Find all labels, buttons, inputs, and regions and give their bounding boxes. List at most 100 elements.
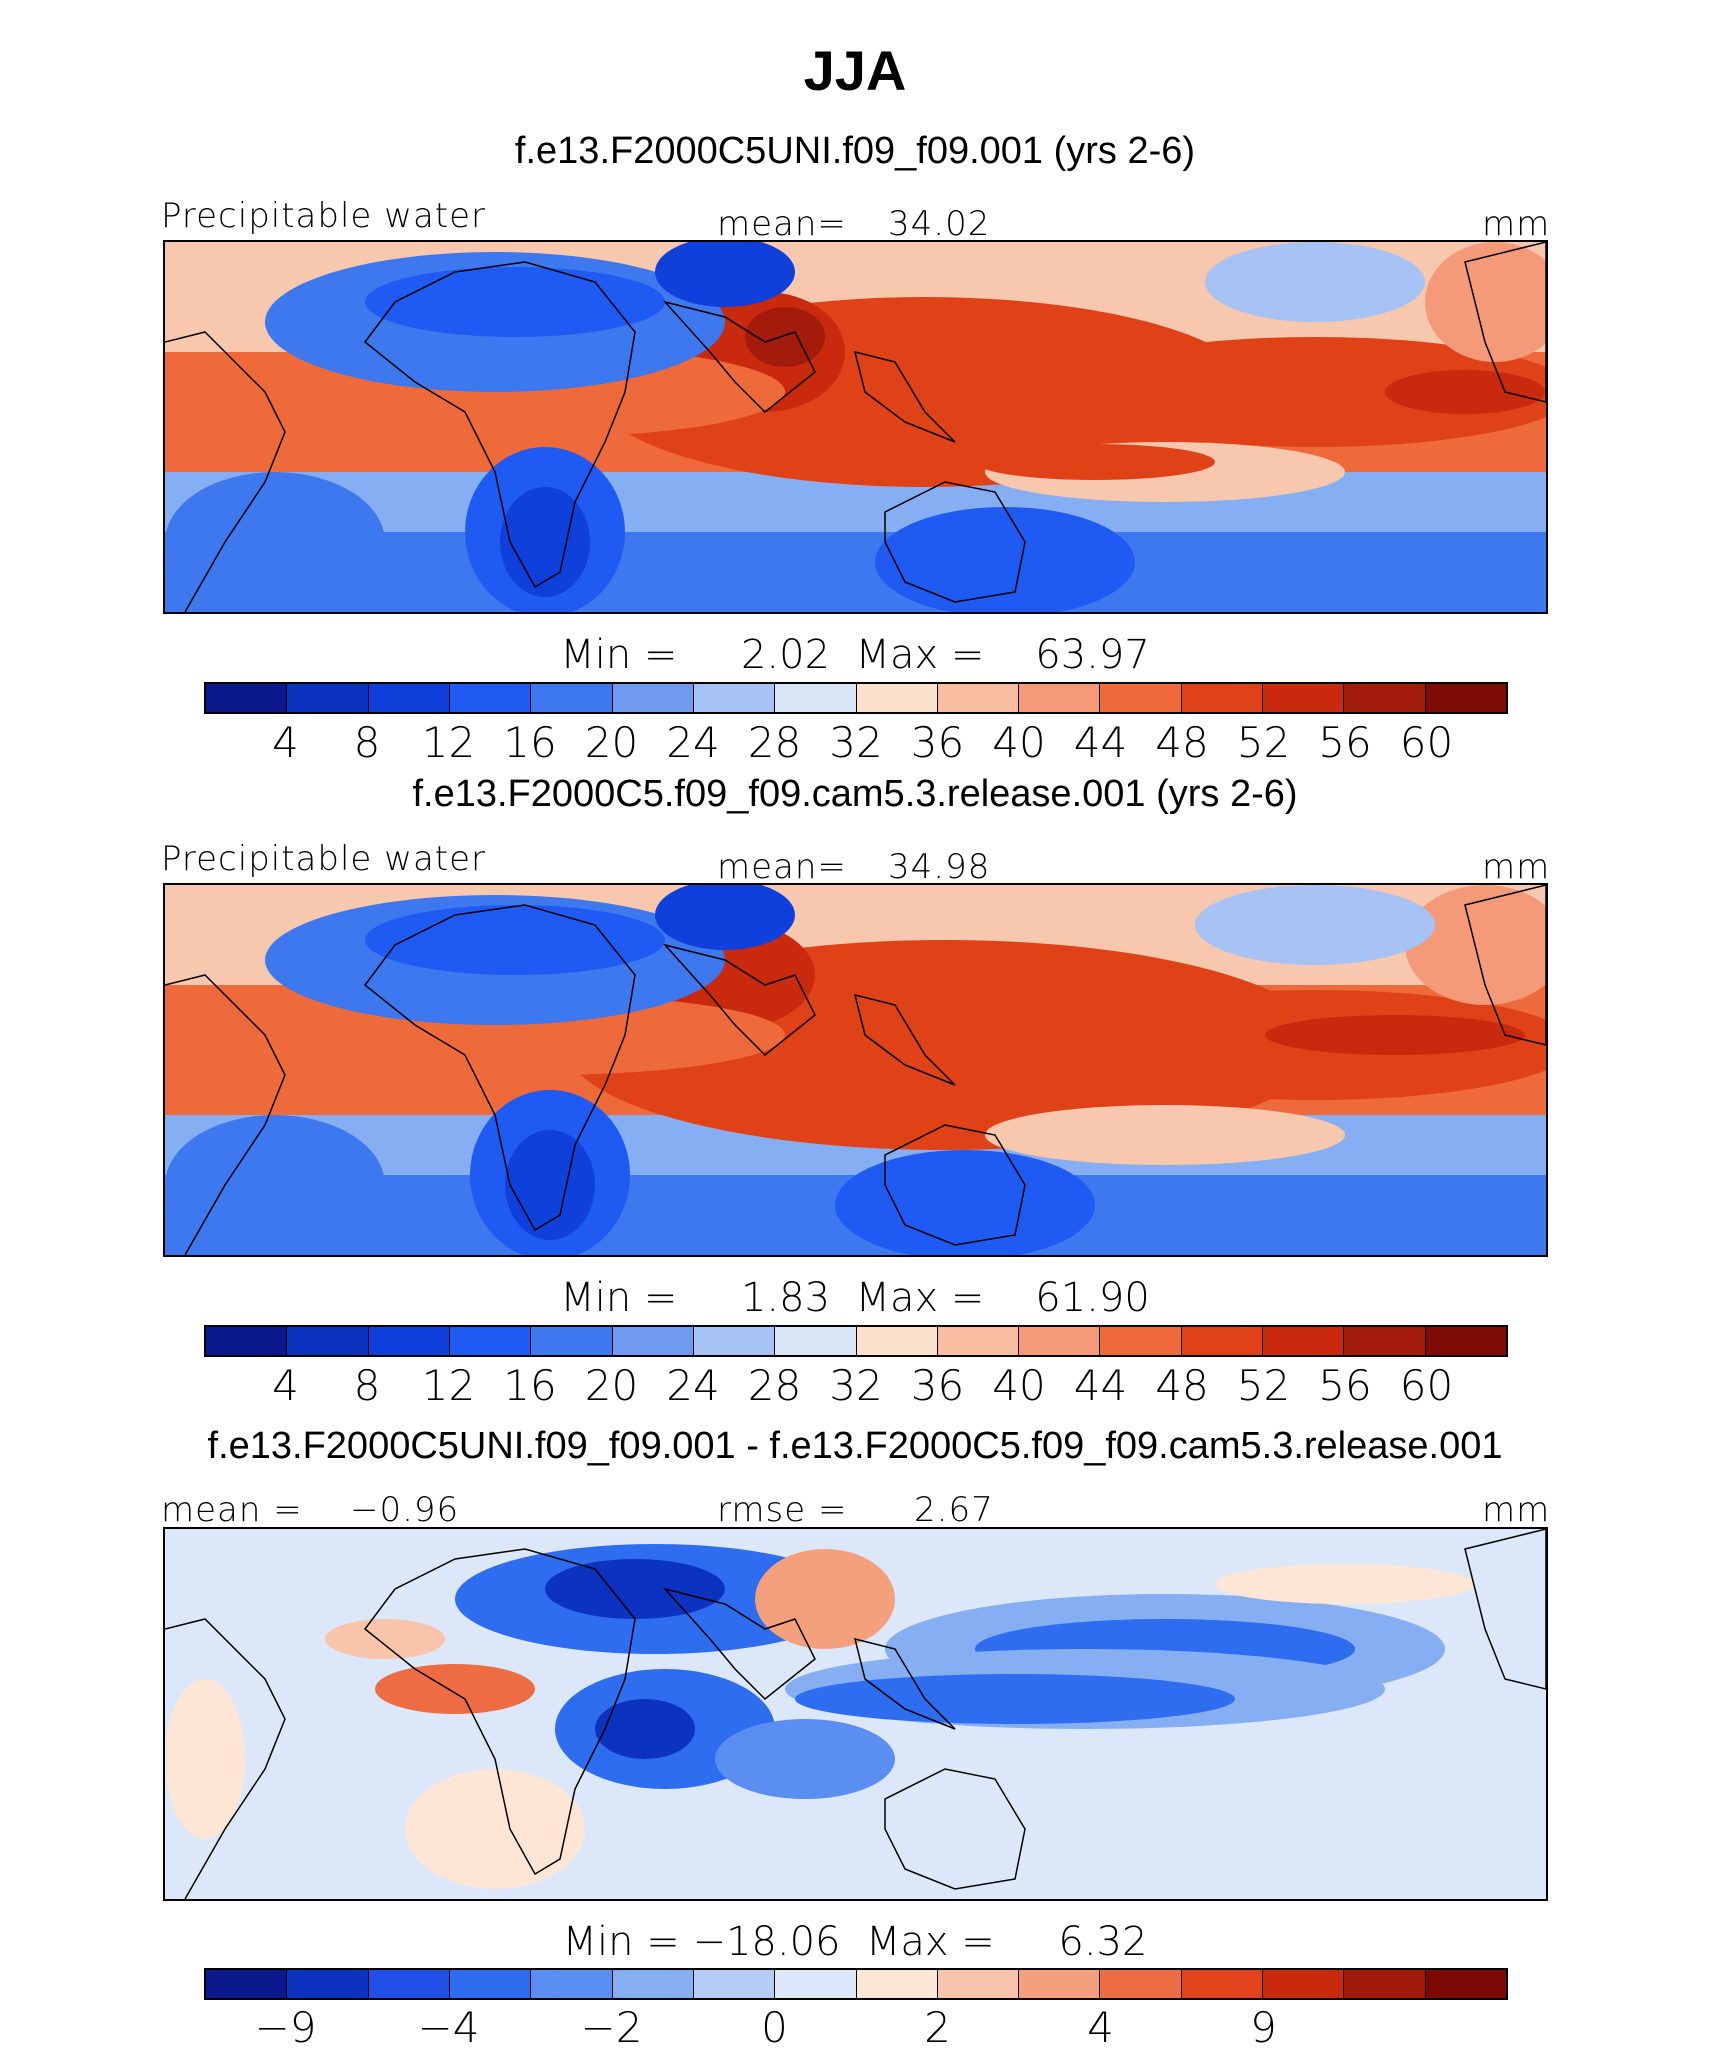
colorbar-cell [1181, 684, 1264, 712]
colorbar-tick-label: 32 [829, 718, 883, 767]
panel-2-colorbar-ticks: 4 8 12 16 20 24 28 32 36 40 44 48 52 56 60 [0, 1361, 1710, 1411]
colorbar-tick-label: 52 [1236, 1361, 1291, 1410]
colorbar-tick-label: 60 [1399, 718, 1454, 767]
colorbar-tick-label: 52 [1236, 718, 1291, 767]
panel-2-case-title: f.e13.F2000C5.f09_f09.cam5.3.release.001… [412, 773, 1298, 815]
colorbar-cell [693, 684, 776, 712]
colorbar-cell [368, 1970, 450, 1998]
colorbar-cell [856, 684, 938, 712]
colorbar-cell [937, 1327, 1020, 1355]
colorbar-cell [856, 1327, 938, 1355]
colorbar-cell [206, 1327, 288, 1355]
colorbar-tick-label: 36 [910, 718, 965, 767]
panel-3-units: mm [1482, 1490, 1551, 1530]
panel-3-mean-label: mean = [161, 1490, 303, 1530]
colorbar-cell [1344, 1970, 1426, 1998]
colorbar-cell [1181, 1970, 1264, 1998]
colorbar-tick-label: 44 [1073, 718, 1128, 767]
panel-1-field [165, 242, 1546, 612]
colorbar-tick-label: 36 [910, 1361, 965, 1410]
colorbar-tick-label: −9 [254, 2003, 317, 2052]
panel-2-variable-label: Precipitable water [161, 839, 487, 879]
colorbar-tick-label: −4 [417, 2003, 480, 2052]
colorbar-tick-label: 4 [272, 718, 299, 767]
colorbar-cell [1425, 1970, 1506, 1998]
colorbar-cell [1181, 1327, 1264, 1355]
colorbar-cell [612, 684, 694, 712]
colorbar-cell [1019, 684, 1101, 712]
colorbar-tick-label: 4 [1087, 2003, 1114, 2052]
panel-3-case-title: f.e13.F2000C5UNI.f09_f09.001 - f.e13.F20… [207, 1425, 1503, 1467]
panel-3-minmax: Min = −18.06 Max = 6.32 [562, 1919, 1148, 1965]
colorbar-cell [1425, 1327, 1506, 1355]
colorbar-tick-label: 4 [272, 1361, 299, 1410]
colorbar-cell [531, 1970, 613, 1998]
colorbar-cell [937, 684, 1020, 712]
colorbar-tick-label: 16 [503, 1361, 557, 1410]
colorbar-cell [287, 1970, 369, 1998]
colorbar-tick-label: 9 [1250, 2003, 1277, 2052]
colorbar-cell [1344, 1327, 1426, 1355]
panel-1-mean-label: mean= [717, 204, 847, 244]
colorbar-tick-label: 40 [992, 718, 1046, 767]
panel-1-map [163, 240, 1548, 614]
colorbar-cell [1263, 1970, 1345, 1998]
colorbar-cell [612, 1327, 694, 1355]
panel-2-mean-label: mean= [717, 847, 847, 887]
panel-1-units: mm [1482, 204, 1551, 244]
colorbar-cell [531, 684, 613, 712]
panel-1-colorbar [204, 682, 1508, 714]
panel-2-minmax: Min = 1.83 Max = 61.90 [560, 1275, 1150, 1321]
colorbar-tick-label: 44 [1073, 1361, 1128, 1410]
figure-title: JJA [803, 39, 907, 102]
panel-1-variable-label: Precipitable water [161, 196, 487, 236]
colorbar-cell [775, 684, 857, 712]
colorbar-cell [531, 1327, 613, 1355]
colorbar-cell [1019, 1970, 1101, 1998]
colorbar-tick-label: 20 [584, 718, 639, 767]
colorbar-cell [206, 1970, 288, 1998]
colorbar-tick-label: 20 [584, 1361, 639, 1410]
colorbar-cell [449, 1327, 532, 1355]
colorbar-cell [1425, 684, 1506, 712]
colorbar-tick-label: 60 [1399, 1361, 1454, 1410]
colorbar-cell [775, 1970, 857, 1998]
panel-3-field [165, 1529, 1546, 1899]
colorbar-cell [1019, 1327, 1101, 1355]
colorbar-tick-label: 24 [666, 718, 720, 767]
panel-1-colorbar-ticks: 4 8 12 16 20 24 28 32 36 40 44 48 52 56 60 [0, 718, 1710, 768]
colorbar-cell [856, 1970, 938, 1998]
colorbar-cell [1263, 1327, 1345, 1355]
colorbar-cell [937, 1970, 1020, 1998]
panel-1-mean-value: 34.02 [888, 204, 991, 244]
panel-3-colorbar [204, 1968, 1508, 2000]
colorbar-tick-label: 16 [503, 718, 557, 767]
panel-2-mean-value: 34.98 [888, 847, 991, 887]
colorbar-cell [449, 684, 532, 712]
colorbar-tick-label: 28 [747, 718, 802, 767]
colorbar-tick-label: 32 [829, 1361, 883, 1410]
colorbar-tick-label: 28 [747, 1361, 802, 1410]
panel-1-case-title: f.e13.F2000C5UNI.f09_f09.001 (yrs 2-6) [514, 130, 1196, 172]
colorbar-tick-label: 56 [1318, 718, 1372, 767]
panel-3-colorbar-ticks: −9 −4 −2 0 2 4 9 [0, 2003, 1710, 2052]
colorbar-cell [1100, 1327, 1182, 1355]
colorbar-cell [449, 1970, 532, 1998]
colorbar-tick-label: 40 [992, 1361, 1046, 1410]
colorbar-cell [775, 1327, 857, 1355]
colorbar-cell [287, 684, 369, 712]
colorbar-tick-label: 48 [1155, 718, 1209, 767]
panel-3-rmse-value: 2.67 [914, 1490, 994, 1530]
panel-2-field [165, 885, 1546, 1255]
colorbar-cell [1344, 684, 1426, 712]
colorbar-cell [1100, 684, 1182, 712]
panel-3-rmse-label: rmse = [717, 1490, 848, 1530]
panel-3-map [163, 1527, 1548, 1901]
panel-2-units: mm [1482, 847, 1551, 887]
colorbar-cell [693, 1327, 776, 1355]
colorbar-tick-label: −2 [580, 2003, 643, 2052]
colorbar-tick-label: 8 [353, 718, 381, 767]
colorbar-tick-label: 12 [421, 718, 476, 767]
colorbar-cell [206, 684, 288, 712]
colorbar-cell [368, 1327, 450, 1355]
